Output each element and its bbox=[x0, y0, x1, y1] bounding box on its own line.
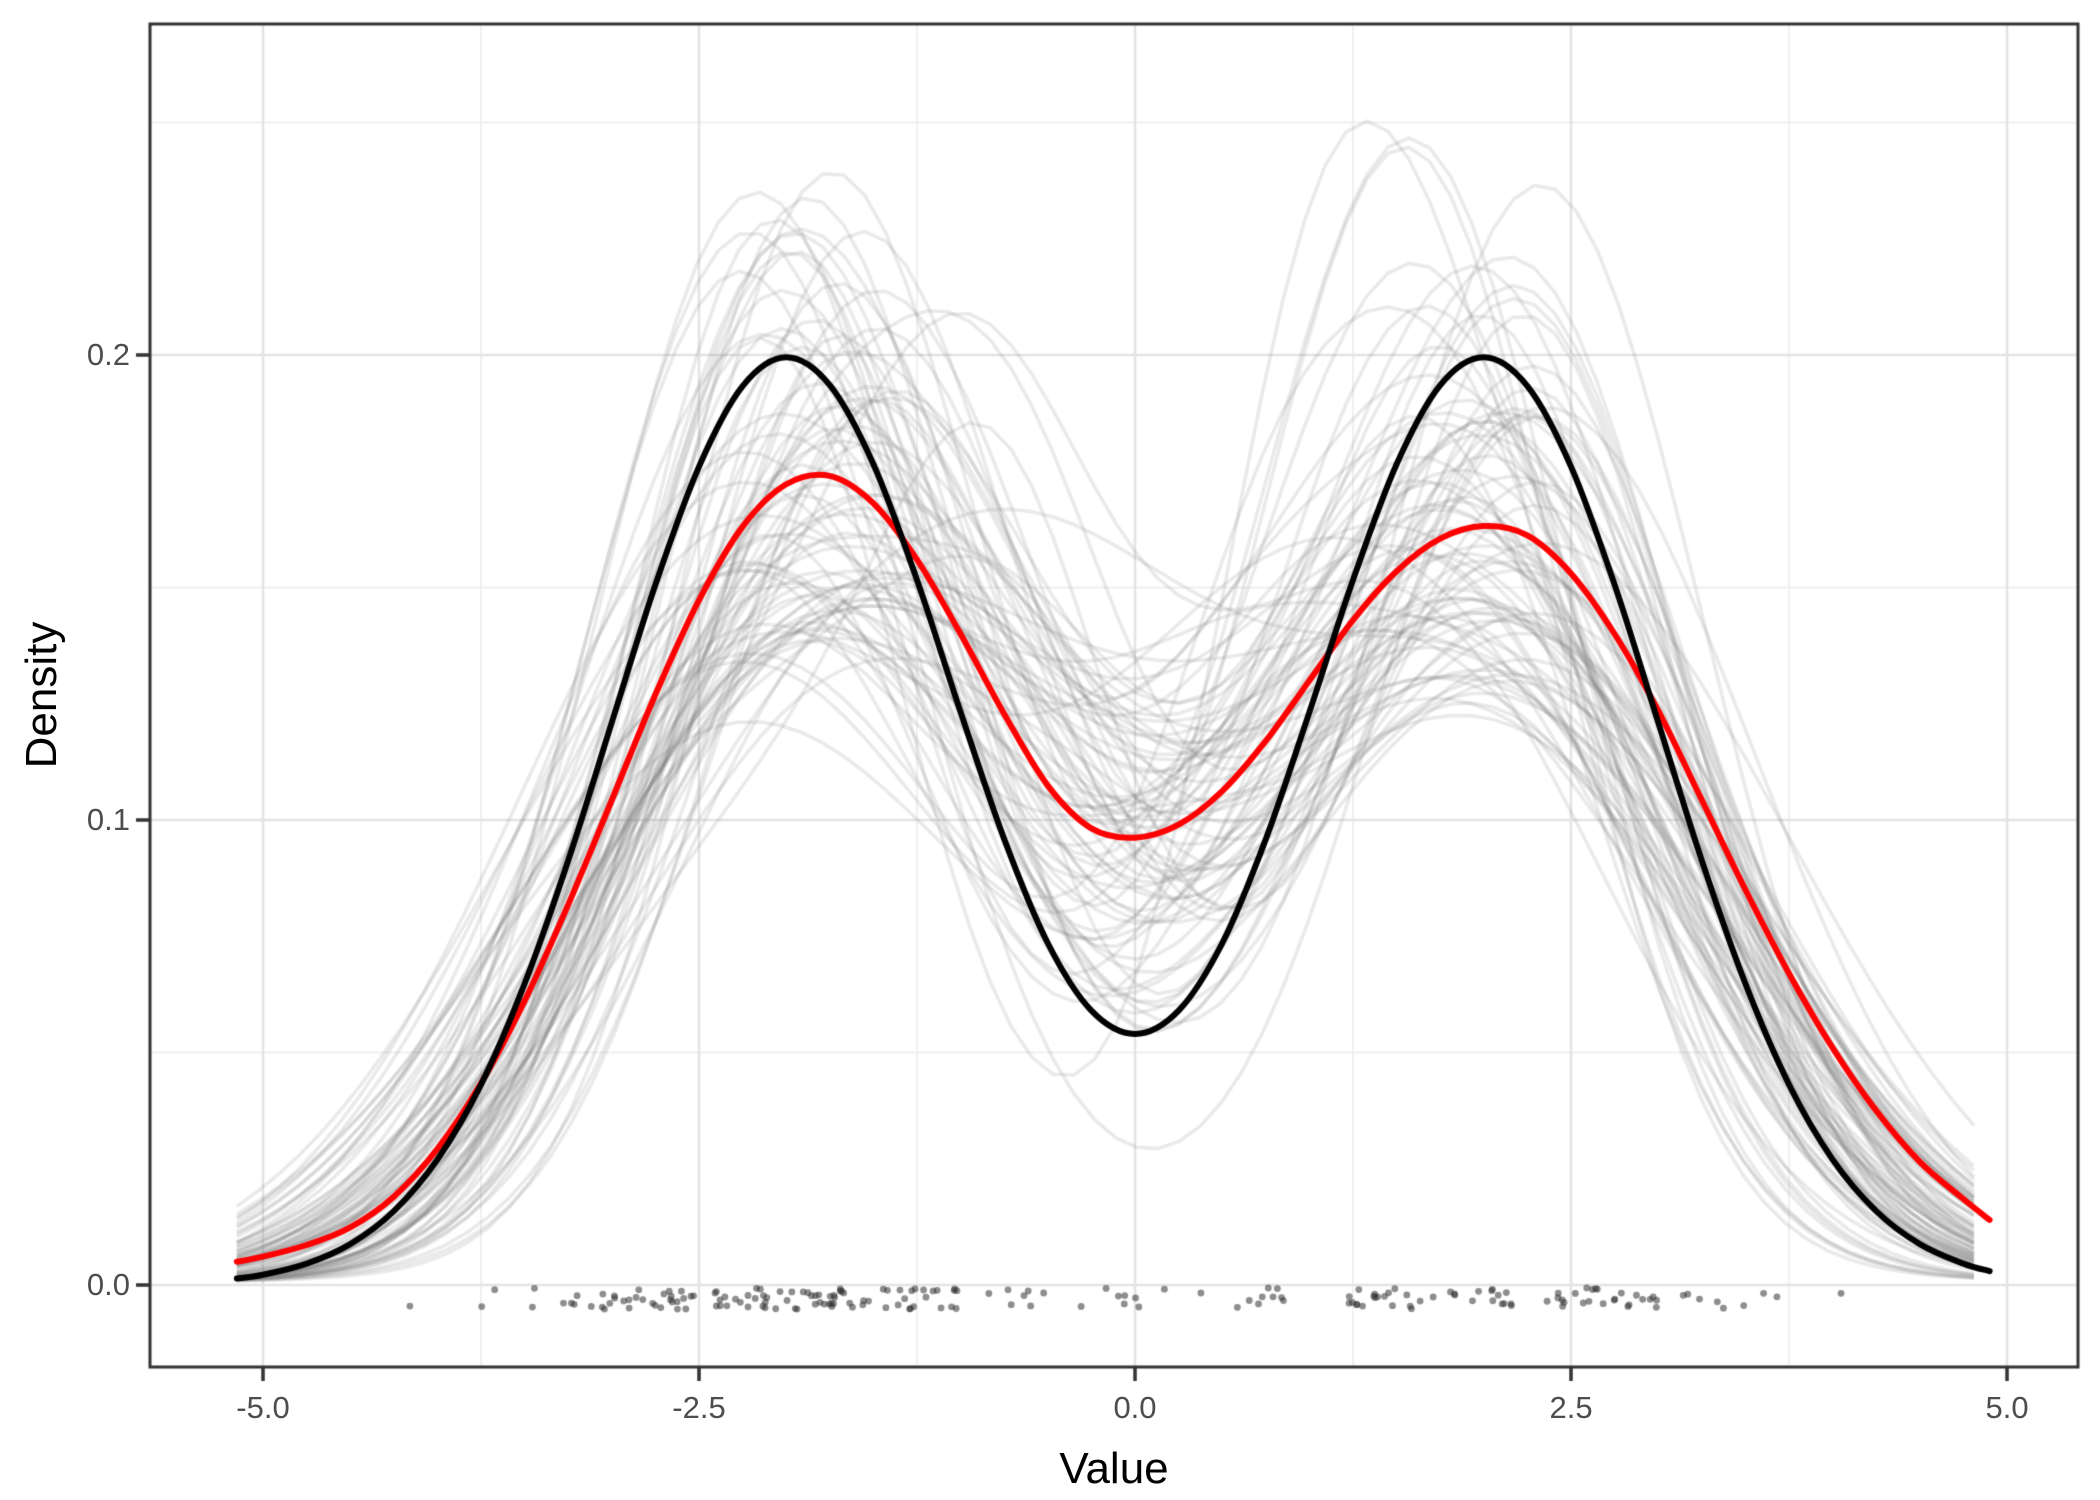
x-tick-label: -2.5 bbox=[672, 1390, 726, 1425]
y-tick-label: 0.1 bbox=[86, 802, 130, 837]
y-tick-label: 0.0 bbox=[86, 1267, 130, 1303]
y-tick-label: 0.2 bbox=[86, 336, 130, 372]
x-tick-label: 2.5 bbox=[1549, 1390, 1593, 1425]
x-tick-label: 0.0 bbox=[1113, 1390, 1157, 1425]
x-tick-label: 5.0 bbox=[1985, 1390, 2029, 1425]
x-tick-label: -5.0 bbox=[236, 1390, 290, 1425]
x-axis-title: Value bbox=[1059, 1444, 1169, 1493]
y-axis-title: Density bbox=[17, 621, 66, 769]
